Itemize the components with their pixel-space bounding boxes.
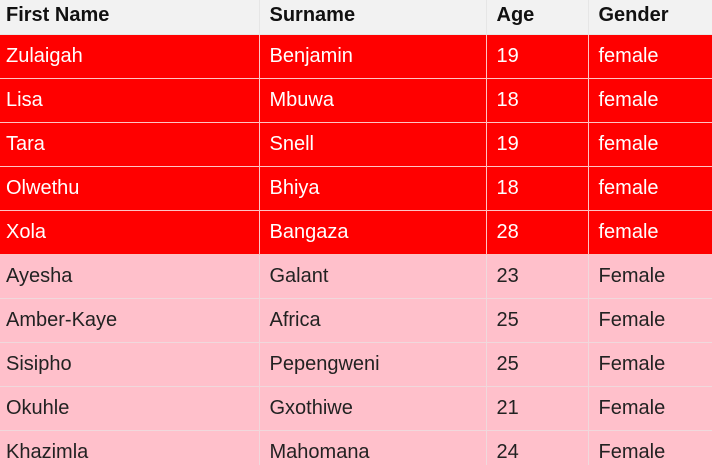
cell-first-name: Olwethu xyxy=(0,166,260,211)
cell-surname: Pepengweni xyxy=(259,342,487,387)
table-row: Olwethu Bhiya 18 female xyxy=(0,166,712,211)
cell-age: 21 xyxy=(486,386,589,431)
cell-surname: Galant xyxy=(259,254,487,299)
header-row: First Name Surname Age Gender xyxy=(0,0,712,35)
cell-surname: Bhiya xyxy=(259,166,487,211)
table-row: Khazimla Mahomana 24 Female xyxy=(0,430,712,465)
cell-surname: Benjamin xyxy=(259,34,487,79)
cell-gender: female xyxy=(588,210,712,255)
cell-gender: female xyxy=(588,78,712,123)
cell-gender: Female xyxy=(588,254,712,299)
column-header-surname[interactable]: Surname xyxy=(259,0,487,35)
cell-gender: female xyxy=(588,122,712,167)
table-header: First Name Surname Age Gender xyxy=(0,0,712,35)
cell-first-name: Okuhle xyxy=(0,386,260,431)
cell-age: 25 xyxy=(486,298,589,343)
table-body: Zulaigah Benjamin 19 female Lisa Mbuwa 1… xyxy=(0,34,712,465)
cell-age: 18 xyxy=(486,78,589,123)
cell-age: 19 xyxy=(486,122,589,167)
cell-surname: Gxothiwe xyxy=(259,386,487,431)
cell-gender: female xyxy=(588,34,712,79)
cell-first-name: Zulaigah xyxy=(0,34,260,79)
table-row: Okuhle Gxothiwe 21 Female xyxy=(0,386,712,431)
table-row: Amber-Kaye Africa 25 Female xyxy=(0,298,712,343)
cell-gender: Female xyxy=(588,298,712,343)
table-row: Zulaigah Benjamin 19 female xyxy=(0,34,712,79)
cell-surname: Mbuwa xyxy=(259,78,487,123)
table-row: Xola Bangaza 28 female xyxy=(0,210,712,255)
cell-first-name: Lisa xyxy=(0,78,260,123)
column-header-age[interactable]: Age xyxy=(486,0,589,35)
cell-age: 23 xyxy=(486,254,589,299)
cell-first-name: Amber-Kaye xyxy=(0,298,260,343)
cell-age: 25 xyxy=(486,342,589,387)
table-row: Sisipho Pepengweni 25 Female xyxy=(0,342,712,387)
cell-gender: Female xyxy=(588,430,712,465)
cell-first-name: Sisipho xyxy=(0,342,260,387)
cell-surname: Snell xyxy=(259,122,487,167)
cell-gender: Female xyxy=(588,342,712,387)
cell-first-name: Khazimla xyxy=(0,430,260,465)
column-header-first-name[interactable]: First Name xyxy=(0,0,260,35)
cell-gender: female xyxy=(588,166,712,211)
cell-gender: Female xyxy=(588,386,712,431)
table-row: Tara Snell 19 female xyxy=(0,122,712,167)
cell-surname: Mahomana xyxy=(259,430,487,465)
cell-surname: Bangaza xyxy=(259,210,487,255)
cell-age: 24 xyxy=(486,430,589,465)
cell-age: 18 xyxy=(486,166,589,211)
cell-age: 19 xyxy=(486,34,589,79)
cell-first-name: Ayesha xyxy=(0,254,260,299)
table-row: Ayesha Galant 23 Female xyxy=(0,254,712,299)
cell-first-name: Tara xyxy=(0,122,260,167)
cell-first-name: Xola xyxy=(0,210,260,255)
table-row: Lisa Mbuwa 18 female xyxy=(0,78,712,123)
cell-age: 28 xyxy=(486,210,589,255)
cell-surname: Africa xyxy=(259,298,487,343)
column-header-gender[interactable]: Gender xyxy=(588,0,712,35)
